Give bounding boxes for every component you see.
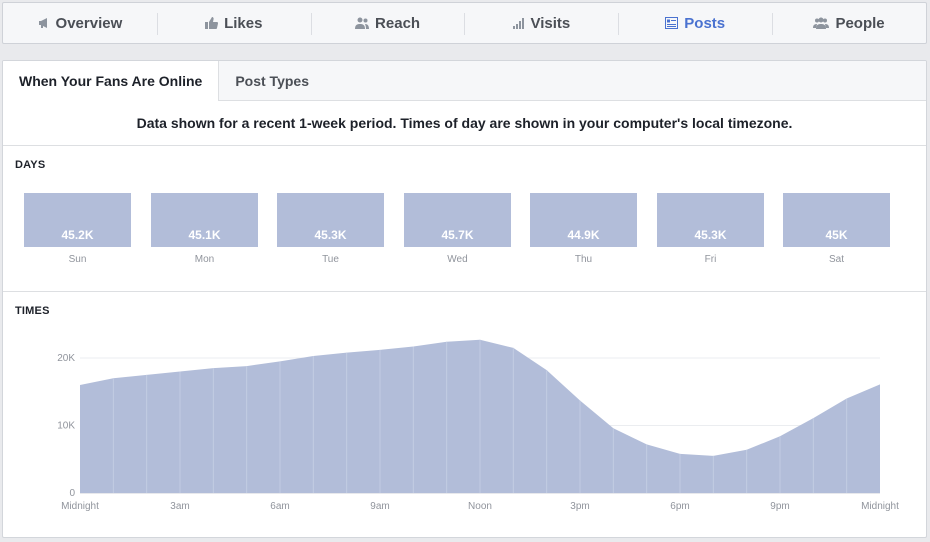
day-value: 44.9K (567, 228, 600, 242)
day-column-wed[interactable]: 45.7K Wed (404, 193, 511, 265)
day-bar[interactable]: 45.7K (404, 193, 511, 247)
insights-top-nav: Overview Likes Reach Visits Posts People (2, 2, 927, 44)
nav-tab-reach[interactable]: Reach (310, 3, 465, 43)
day-column-mon[interactable]: 45.1K Mon (151, 193, 258, 265)
nav-tab-label: Overview (55, 14, 123, 32)
timezone-notice: Data shown for a recent 1-week period. T… (3, 101, 926, 146)
day-column-tue[interactable]: 45.3K Tue (277, 193, 384, 265)
subtab-post-types[interactable]: Post Types (235, 72, 309, 89)
subtab-when-your-fans-are-online[interactable]: When Your Fans Are Online (3, 61, 220, 101)
x-tick-label: 6am (270, 501, 289, 512)
day-value: 45.2K (61, 228, 94, 242)
posts-list-icon (665, 17, 679, 29)
posts-panel: When Your Fans Are Online Post Types Data… (2, 60, 927, 538)
y-tick-label: 20K (57, 353, 75, 364)
day-bar[interactable]: 45.2K (24, 193, 131, 247)
day-bar[interactable]: 44.9K (530, 193, 637, 247)
days-section: DAYS 45.2K Sun 45.1K Mon 45.3K Tue 45.7K Wed 44.… (3, 146, 926, 292)
day-label: Tue (322, 254, 339, 265)
day-label: Fri (704, 254, 717, 265)
nav-tab-label: Posts (684, 14, 726, 32)
day-value: 45K (825, 228, 848, 242)
nav-tab-visits[interactable]: Visits (464, 3, 618, 43)
y-tick-label: 10K (57, 421, 75, 432)
thumbs-up-icon (205, 17, 219, 29)
nav-tab-label: Visits (530, 14, 571, 32)
x-tick-label: 9am (370, 501, 389, 512)
day-column-thu[interactable]: 44.9K Thu (530, 193, 637, 265)
x-tick-label: 3am (170, 501, 189, 512)
day-label: Sat (828, 254, 844, 265)
x-tick-label: Noon (468, 501, 492, 512)
day-label: Thu (574, 254, 593, 265)
day-value: 45.1K (188, 228, 221, 242)
times-title: TIMES (15, 305, 50, 317)
day-bar[interactable]: 45.3K (277, 193, 384, 247)
day-value: 45.7K (441, 228, 474, 242)
times-area-chart: 0 10K 20K Midnight 3am 6am 9am Noon 3pm 6pm 9pm Mid… (57, 339, 899, 512)
day-bar[interactable]: 45.3K (657, 193, 764, 247)
nav-tab-posts[interactable]: Posts (618, 3, 772, 43)
day-bar[interactable]: 45.1K (151, 193, 258, 247)
day-column-sun[interactable]: 45.2K Sun (24, 193, 131, 265)
bar-chart-icon (512, 17, 525, 29)
day-label: Mon (194, 254, 215, 265)
people-icon (355, 17, 370, 29)
day-column-fri[interactable]: 45.3K Fri (657, 193, 764, 265)
days-title: DAYS (15, 159, 46, 171)
x-tick-label: Midnight (61, 501, 99, 512)
day-label: Wed (447, 254, 468, 265)
x-tick-label: 6pm (670, 501, 689, 512)
group-icon (813, 17, 830, 29)
nav-tab-likes[interactable]: Likes (156, 3, 311, 43)
nav-tab-label: Reach (375, 14, 421, 32)
day-value: 45.3K (694, 228, 727, 242)
day-bar[interactable]: 45K (783, 193, 890, 247)
day-value: 45.3K (314, 228, 347, 242)
x-tick-label: Midnight (861, 501, 899, 512)
nav-tab-people[interactable]: People (772, 3, 926, 43)
y-tick-label: 0 (69, 488, 75, 499)
x-tick-label: 3pm (570, 501, 589, 512)
times-section: TIMES 0 10K 20K Midnight 3am 6am 9am Noon 3pm 6pm… (3, 292, 926, 537)
subtab-bar: When Your Fans Are Online Post Types (3, 61, 926, 101)
day-column-sat[interactable]: 45K Sat (783, 193, 890, 265)
megaphone-icon (38, 17, 50, 29)
day-label: Sun (68, 254, 87, 265)
nav-tab-label: People (835, 14, 885, 32)
nav-tab-label: Likes (224, 14, 263, 32)
nav-tab-overview[interactable]: Overview (3, 3, 157, 43)
x-tick-label: 9pm (770, 501, 789, 512)
